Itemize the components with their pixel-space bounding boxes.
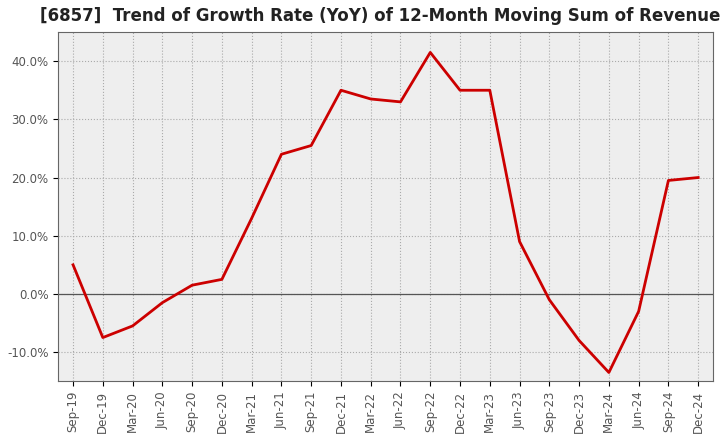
Title: [6857]  Trend of Growth Rate (YoY) of 12-Month Moving Sum of Revenues: [6857] Trend of Growth Rate (YoY) of 12-… (40, 7, 720, 25)
